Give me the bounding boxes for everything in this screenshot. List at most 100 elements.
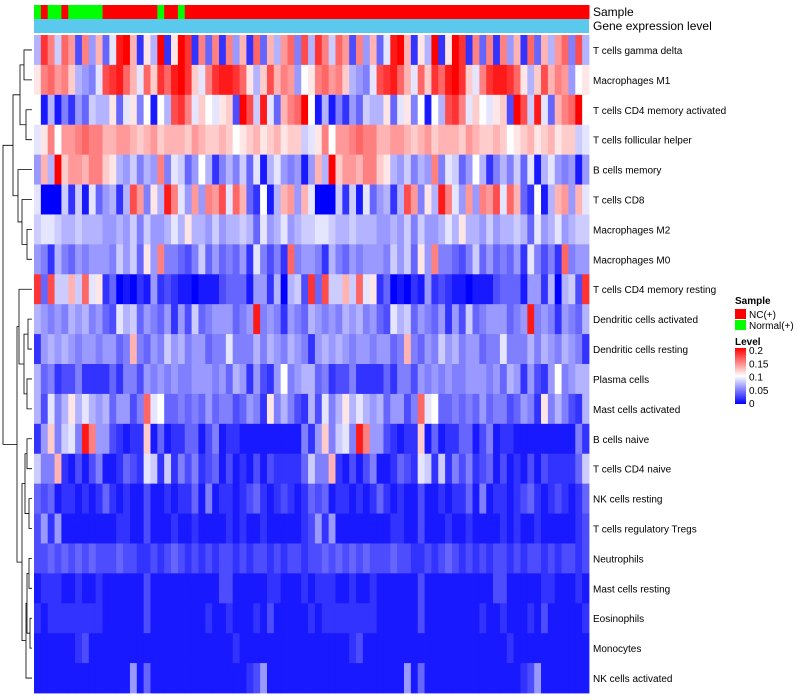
heatmap-cell [499,154,508,185]
sample-annotation-cell [390,5,398,19]
sample-annotation-cell [246,5,254,19]
legend: Sample NC(+)Normal(+) Level 0.20.150.10.… [735,296,794,410]
heatmap-cell [547,633,556,664]
heatmap-cell [349,364,357,395]
row-label: Plasma cells [593,375,649,386]
heatmap-cell [116,453,124,485]
heatmap-cell [438,483,446,514]
sample-annotation-cell [225,5,234,19]
heatmap-cell [47,274,55,305]
heatmap-cell [314,154,323,185]
heatmap-cell [465,513,473,544]
heatmap-cell [280,483,288,514]
heatmap-cell [34,35,42,66]
heatmap-cell [150,483,158,514]
heatmap-cell [266,214,275,245]
heatmap-cell [54,633,62,664]
heatmap-cell [541,304,549,335]
heatmap-cell [129,483,138,514]
heatmap-cell [287,244,295,275]
heatmap-cell [280,364,288,395]
heatmap-cell [342,124,350,156]
heatmap-cell [445,663,453,694]
heatmap-cell [177,35,186,66]
heatmap-cell [438,663,446,694]
heatmap-cell [362,483,371,514]
heatmap-cell [561,214,569,245]
heatmap-cell [116,304,124,335]
heatmap-cell [171,184,179,215]
heatmap-cell [81,364,90,395]
heatmap-cell [40,633,49,664]
heatmap-cell [520,214,528,245]
heatmap-cell [438,393,446,425]
heatmap-cell [362,94,371,126]
heatmap-cell [335,453,343,485]
heatmap-cell [410,393,419,425]
heatmap-cell [520,274,528,305]
heatmap-cell [150,633,158,664]
heatmap-cell [88,64,97,96]
heatmap-cell [116,64,124,96]
heatmap-cell [547,453,556,485]
heatmap-cell [260,633,268,664]
heatmap-cell [499,184,508,215]
legend-level-tick-label: 0.1 [749,373,763,384]
heatmap-cell [266,663,275,694]
heatmap-cell [150,543,158,574]
heatmap-cell [61,35,69,66]
heatmap-cell [150,304,158,335]
heatmap-cell [280,603,288,634]
heatmap-cell [116,573,124,604]
heatmap-cell [273,274,282,305]
dendrogram-branch [2,144,17,445]
heatmap-cell [321,573,330,604]
heatmap-cell [493,663,501,694]
row-label: B cells naive [593,435,650,446]
heatmap-cell [308,244,316,275]
heatmap-cell [225,573,234,604]
heatmap-cell [116,334,124,365]
heatmap-cell [68,154,76,185]
heatmap-cell [177,364,186,395]
heatmap-cell [301,334,309,365]
heatmap-cell [458,35,467,66]
heatmap-cell [349,393,357,425]
heatmap-cell [575,304,583,335]
heatmap-cell [527,184,535,215]
heatmap-cell [356,663,364,694]
heatmap-cell [438,364,446,395]
heatmap-cell [34,393,42,425]
heatmap-cell [136,633,145,664]
heatmap-cell [568,663,576,694]
heatmap-cell [527,94,535,126]
heatmap-cell [424,543,432,574]
heatmap-cell [280,663,288,694]
heatmap-cell [404,274,412,305]
heatmap-cell [75,663,83,694]
heatmap-cell [171,94,179,126]
heatmap-cell [212,453,220,485]
heatmap-cell [75,94,83,126]
heatmap-cell [191,154,199,185]
heatmap-cell [424,483,432,514]
heatmap-cell [81,64,90,96]
heatmap-cell [397,393,405,425]
heatmap-cell [383,154,391,185]
heatmap-cell [246,214,254,245]
heatmap-cell [520,453,528,485]
row-label: Macrophages M1 [593,76,671,87]
heatmap-cell [157,154,165,185]
heatmap-cell [164,94,172,126]
heatmap-cell [219,184,227,215]
heatmap-cell [527,483,535,514]
heatmap-cell [582,513,590,544]
heatmap-cell [520,304,528,335]
heatmap-cell [95,35,103,66]
heatmap-cell [561,274,569,305]
heatmap-cell [376,603,384,634]
legend-level-tick-label: 0.2 [749,346,763,357]
heatmap-cell [486,364,494,395]
heatmap-cell [390,393,398,425]
heatmap-cell [123,154,131,185]
